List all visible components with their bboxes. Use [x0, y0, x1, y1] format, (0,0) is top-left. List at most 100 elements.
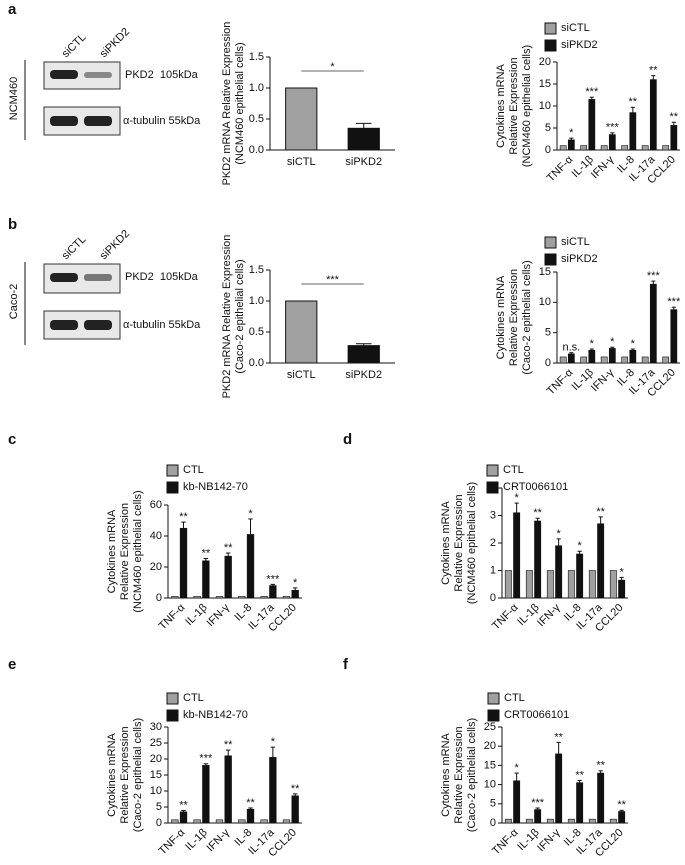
bar: [588, 349, 596, 364]
x-tick-label: IL-1β: [183, 602, 209, 628]
bar: [171, 819, 179, 824]
bar: [260, 819, 268, 824]
bar: [670, 309, 678, 364]
y-tick-label: 0.5: [249, 326, 264, 338]
legend-swatch: [487, 692, 500, 705]
legend-swatch: [166, 464, 179, 477]
x-tick-label: IFN-γ: [205, 826, 233, 854]
significance: *: [293, 577, 298, 589]
cell-line: Caco-2: [8, 284, 20, 319]
y-tick-label: 0: [545, 357, 551, 369]
legend-swatch: [166, 709, 179, 722]
bar: [513, 780, 521, 824]
bar: [555, 753, 563, 824]
significance: **: [224, 739, 233, 751]
blot-signal: [84, 116, 112, 126]
y-tick-label: 1.0: [249, 295, 264, 307]
bar: [534, 520, 542, 599]
y-axis-label: (NCM460 epithelial cells): [466, 482, 478, 604]
legend-swatch: [166, 692, 179, 705]
bar: [347, 345, 380, 364]
bar: [215, 819, 224, 824]
y-tick-label: 0: [490, 592, 496, 604]
lane-label: siPKD2: [98, 26, 132, 60]
bar: [567, 139, 575, 151]
significance: ***: [606, 122, 620, 134]
significance: **: [649, 65, 658, 77]
y-tick-label: 0.5: [249, 113, 264, 125]
y-tick-label: 20: [539, 56, 551, 68]
bar: [576, 553, 584, 599]
bar: [202, 765, 210, 824]
bar: [193, 819, 201, 824]
bar: [504, 570, 512, 599]
bar: [580, 145, 588, 151]
legend-swatch: [166, 481, 179, 494]
y-tick-label: 20: [150, 753, 162, 765]
y-tick-label: 20: [150, 561, 162, 573]
x-tick-label: TNF-α: [490, 601, 521, 632]
bar: [621, 356, 629, 364]
significance: **: [533, 507, 542, 519]
significance: **: [179, 511, 188, 523]
y-tick-label: 0: [156, 817, 162, 829]
bar: [559, 356, 567, 364]
significance: **: [596, 506, 605, 518]
bar: [608, 348, 616, 364]
bar: [555, 545, 563, 599]
bar: [576, 782, 584, 824]
blot-signal: [50, 273, 78, 282]
panel-label: a: [8, 1, 17, 18]
significance: **: [596, 760, 605, 772]
bar: [567, 570, 575, 599]
y-tick-label: 10: [539, 296, 551, 308]
significance: **: [246, 797, 255, 809]
significance: *: [620, 566, 625, 578]
y-tick-label: 5: [545, 327, 551, 339]
bar: [215, 596, 224, 599]
band-label: PKD2 105kDa: [125, 69, 199, 81]
significance: **: [554, 731, 563, 743]
legend-label: kb-NB142-70: [183, 481, 248, 493]
blot-signal: [50, 116, 78, 126]
significance: **: [670, 111, 679, 123]
legend-swatch: [487, 709, 500, 722]
legend-swatch: [544, 22, 557, 35]
y-axis-label: Relative Expression: [508, 57, 520, 154]
legend-label: CTL: [504, 692, 525, 704]
blot-b: [24, 262, 121, 345]
bar: [260, 596, 268, 599]
blot-a: [24, 60, 121, 140]
x-tick-label: IFN-γ: [589, 366, 617, 394]
y-tick-label: 10: [539, 100, 551, 112]
bar: [282, 596, 291, 599]
y-axis-label: Cytokines mRNA: [440, 500, 452, 584]
legend-label: siCTL: [561, 22, 590, 34]
legend-label: CTL: [183, 692, 204, 704]
significance: *: [271, 736, 276, 748]
y-tick-label: 0: [545, 144, 551, 156]
bar: [597, 772, 605, 824]
significance: *: [515, 762, 520, 774]
bar: [269, 757, 277, 824]
bar: [269, 585, 277, 599]
y-axis-label: Cytokines mRNA: [495, 275, 507, 359]
band-label: α-tubulin 55kDa: [123, 115, 201, 127]
significance: *: [631, 338, 636, 350]
bar: [609, 818, 617, 824]
legend-swatch: [544, 253, 557, 266]
y-tick-label: 10: [484, 779, 496, 791]
bar: [609, 570, 617, 599]
bar: [649, 283, 657, 364]
bar: [246, 808, 255, 824]
significance: ***: [667, 296, 681, 308]
y-axis-label: (NCM460 epithelial cells): [521, 45, 533, 167]
x-tick-label: TNF-α: [157, 826, 188, 857]
legend-swatch: [486, 464, 499, 477]
lane-label: siCTL: [60, 233, 89, 262]
bar: [513, 512, 521, 599]
significance: **: [291, 783, 300, 795]
y-axis-label: PKD2 mRNA Relative Expression: [221, 235, 233, 399]
bar: [246, 534, 255, 599]
bar: [597, 523, 605, 599]
